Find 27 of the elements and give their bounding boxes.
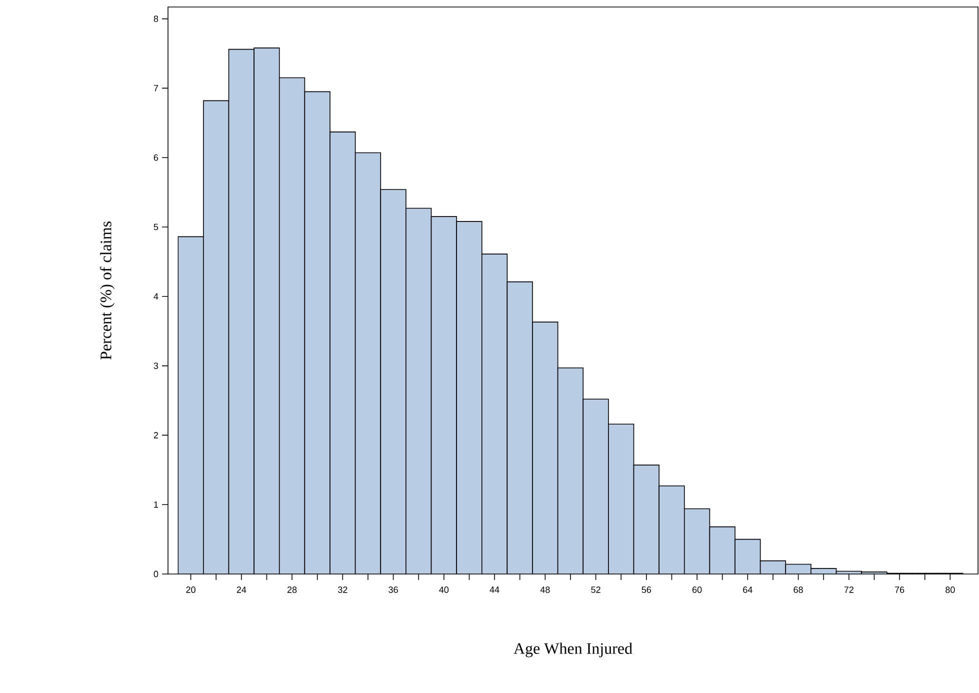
x-tick-label: 20 <box>186 586 196 593</box>
y-axis-title: Percent (%) of claims <box>100 222 115 360</box>
x-tick-label: 72 <box>844 586 854 593</box>
x-tick-label: 24 <box>236 586 246 593</box>
x-tick-label: 64 <box>743 586 752 593</box>
x-tick-label: 48 <box>540 586 550 593</box>
y-tick-label: 8 <box>154 16 158 22</box>
y-tick-label: 5 <box>154 224 158 230</box>
x-tick-label: 76 <box>894 586 904 593</box>
x-tick-label: 68 <box>794 586 803 593</box>
y-tick-label: 1 <box>154 502 158 508</box>
y-tick-label: 3 <box>154 362 158 369</box>
x-tick-label: 40 <box>439 586 449 593</box>
x-axis-title: Age When Injured <box>514 642 632 658</box>
y-tick-label: 0 <box>154 570 158 578</box>
x-tick-label: 32 <box>338 586 348 593</box>
x-tick-label: 28 <box>287 586 297 593</box>
y-tick-label: 4 <box>154 293 158 300</box>
x-tick-label: 44 <box>490 586 500 593</box>
y-tick-label: 7 <box>154 85 158 92</box>
x-tick-label: 80 <box>946 586 955 593</box>
x-tick-label: 52 <box>591 586 600 593</box>
x-tick-label: 60 <box>692 586 702 593</box>
y-tick-label: 2 <box>154 432 158 438</box>
x-tick-label: 36 <box>388 586 398 593</box>
y-tick-label: 6 <box>154 154 158 161</box>
x-tick-label: 56 <box>642 586 652 593</box>
